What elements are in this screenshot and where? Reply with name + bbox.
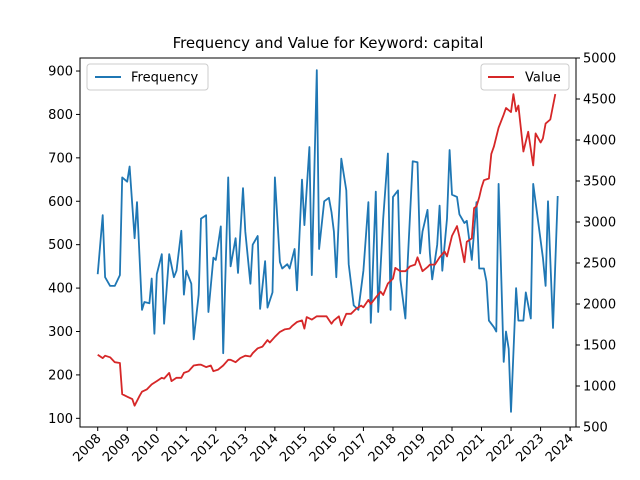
- y-right-tick-label: 4000: [583, 134, 616, 149]
- series-line-frequency: [96, 69, 559, 413]
- legend-value-label: Value: [525, 71, 561, 86]
- y-axis-left: 100 200 300 400 500 600 700 800 900: [48, 65, 80, 427]
- legend-value-box: [480, 63, 570, 91]
- y-left-tick-label: 300: [48, 325, 73, 340]
- y-right-tick-label: 3000: [583, 216, 616, 231]
- y-right-tick-label: 1500: [583, 339, 616, 354]
- y-left-tick-label: 500: [48, 238, 73, 253]
- y-left-tick-label: 600: [48, 195, 73, 210]
- y-right-tick-label: 500: [583, 421, 608, 436]
- y-right-tick-label: 1000: [583, 380, 616, 395]
- chart-title: Frequency and Value for Keyword: capital: [173, 34, 484, 52]
- y-left-tick-label: 200: [48, 368, 73, 383]
- plot-area-frame: [79, 57, 577, 428]
- y-left-tick-label: 900: [48, 65, 73, 80]
- y-right-tick-label: 2500: [583, 257, 616, 272]
- y-left-tick-label: 100: [48, 412, 73, 427]
- series-layer: [96, 69, 559, 413]
- y-right-tick-label: 5000: [583, 52, 616, 67]
- y-right-tick-label: 2000: [583, 298, 616, 313]
- legend-value[interactable]: Value: [480, 63, 570, 91]
- y-left-tick-label: 400: [48, 282, 73, 297]
- series-line-value: [97, 93, 557, 407]
- legend-frequency[interactable]: Frequency: [86, 63, 209, 91]
- legend-frequency-label: Frequency: [131, 71, 198, 86]
- y-right-tick-label: 4500: [583, 93, 616, 108]
- y-left-tick-label: 800: [48, 108, 73, 123]
- legend-frequency-box: [86, 63, 209, 91]
- y-left-tick-label: 700: [48, 151, 73, 166]
- y-axis-right: 500 1000 1500 2000 2500 3000 3500 4000 4500 5000: [576, 52, 616, 436]
- y-right-tick-label: 3500: [583, 175, 616, 190]
